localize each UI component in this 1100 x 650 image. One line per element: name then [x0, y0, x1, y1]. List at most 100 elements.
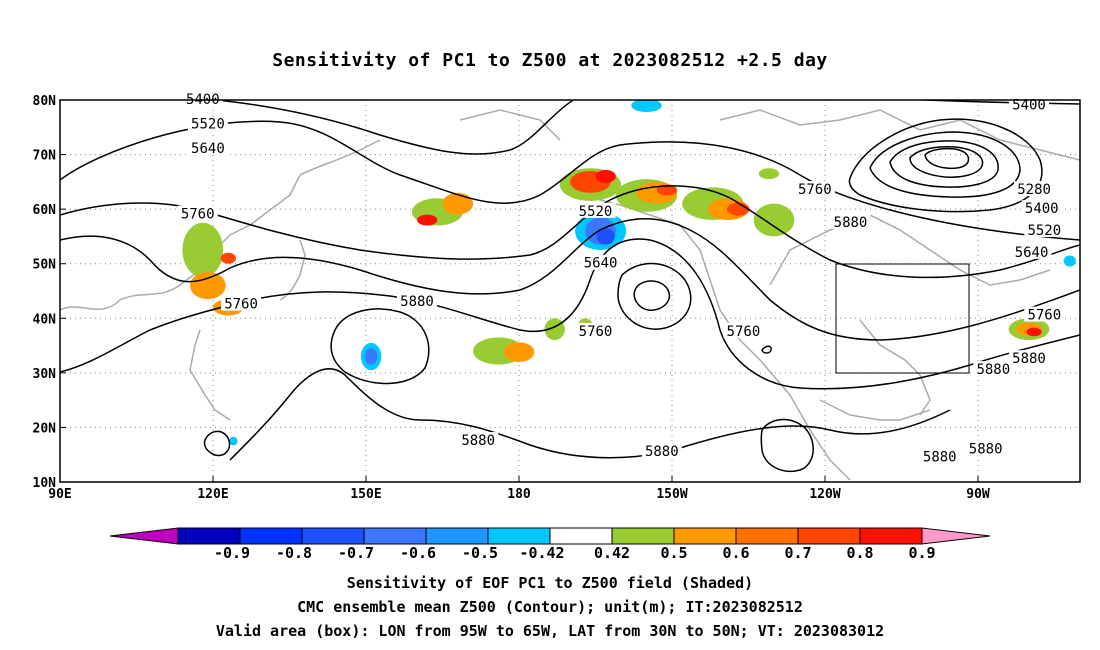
contour-label: 5760 [1027, 308, 1061, 324]
contour-label-bg [965, 440, 1006, 456]
colorbar-label: 0.8 [846, 544, 873, 562]
negative-sensitivity-area [229, 436, 238, 446]
contour-label-bg [1024, 306, 1065, 322]
contour-label: 5520 [1027, 223, 1061, 239]
colorbar-box [487, 527, 551, 545]
contour-label: 5760 [181, 207, 215, 223]
colorbar-label: -0.42 [519, 544, 564, 562]
contour-label-bg [794, 181, 835, 197]
colorbar-box [549, 527, 613, 545]
sensitivity-shading [182, 100, 1076, 446]
positive-sensitivity-area [727, 202, 750, 216]
contour-label-bg [973, 361, 1014, 377]
contour-label-bg [1021, 200, 1062, 216]
contour-label-bg [187, 140, 228, 156]
colorbar-box [859, 527, 923, 545]
contour-label: 5280 [1017, 182, 1051, 198]
x-tick-label: 90W [966, 487, 990, 502]
negative-sensitivity-area [1063, 255, 1076, 267]
contour-label-bg [580, 254, 621, 270]
contour-label: 5640 [584, 256, 618, 272]
colorbar-box [611, 527, 675, 545]
positive-sensitivity-area [753, 203, 795, 237]
colorbar-box [239, 527, 303, 545]
contour-label-bg [575, 202, 616, 218]
y-tick-label: 20N [33, 421, 57, 436]
x-tick-label: 120W [809, 487, 840, 502]
colorbar-box [673, 527, 737, 545]
negative-sensitivity-area [631, 100, 662, 113]
axes: 90E 120E 150E 180 150W 120W 90W 10N 20N 30N 40N 50N… [33, 94, 990, 502]
contour-label-bg [575, 322, 616, 338]
positive-sensitivity-area [220, 252, 236, 264]
negative-sensitivity-area [364, 348, 378, 365]
contour-label-bg [1014, 181, 1055, 197]
contour-label-bg [1011, 243, 1052, 259]
positive-sensitivity-area [442, 192, 474, 215]
colorbar: -0.9 -0.8 -0.7 -0.6 -0.5 -0.42 0.42 0.5 0.6 0.7 0.… [109, 527, 991, 562]
x-tick-label: 120E [197, 487, 228, 502]
positive-sensitivity-area [595, 169, 616, 183]
contour-label: 5880 [976, 362, 1010, 378]
y-tick-label: 50N [33, 258, 57, 273]
contour-label: 5760 [798, 182, 832, 198]
contour-label-bg [187, 115, 228, 131]
colorbar-label: 0.6 [722, 544, 749, 562]
contour-label: 5640 [191, 141, 225, 157]
contour-labels: 5400 5520 5640 5760 5760 5880 5520 5640 5760 5760… [177, 91, 1065, 465]
contour-label-bg [177, 205, 218, 221]
contour-label-bg [1009, 350, 1049, 366]
contour-label-bg [397, 292, 437, 308]
contour-label: 5520 [579, 204, 613, 220]
contour-label: 5880 [461, 433, 495, 449]
positive-sensitivity-area [503, 342, 535, 362]
contour-label: 5400 [1025, 201, 1059, 217]
valid-area-box [835, 263, 970, 374]
contour-label-bg [458, 432, 499, 448]
contour-label: 5880 [400, 294, 434, 310]
contour-label: 5880 [834, 215, 868, 231]
plot-frame [59, 99, 1081, 483]
negative-sensitivity-area [596, 228, 615, 245]
contour-label: 5880 [969, 441, 1003, 457]
colorbar-label: -0.6 [400, 544, 436, 562]
x-tick-label: 180 [507, 487, 531, 502]
colorbar-label: 0.7 [784, 544, 811, 562]
chart-title: Sensitivity of PC1 to Z500 at 2023082512… [272, 50, 828, 71]
y-tick-label: 10N [33, 476, 57, 491]
contour-label-bg [830, 213, 871, 229]
y-tick-label: 40N [33, 312, 57, 327]
colorbar-box [425, 527, 489, 545]
colorbar-label: -0.7 [338, 544, 374, 562]
contour-label: 5760 [727, 324, 761, 340]
x-tick-label: 150E [350, 487, 381, 502]
y-tick-label: 30N [33, 367, 57, 382]
caption-contour: CMC ensemble mean Z500 (Contour); unit(m… [297, 598, 803, 616]
contour-label-bg [182, 91, 223, 106]
contour-label: 5400 [1012, 97, 1046, 113]
x-tick-label: 150W [656, 487, 687, 502]
colorbar-box [301, 527, 365, 545]
contour-label: 5880 [1012, 351, 1046, 367]
contour-label-bg [919, 448, 960, 464]
contour-label-bg [1024, 221, 1065, 237]
colorbar-label: 0.5 [660, 544, 687, 562]
positive-sensitivity-area [758, 168, 780, 180]
y-tick-label: 80N [33, 94, 57, 109]
colorbar-box [177, 527, 241, 545]
positive-sensitivity-area [656, 184, 678, 196]
positive-sensitivity-area [182, 222, 224, 278]
y-tick-label: 70N [33, 149, 57, 164]
colorbar-label: 0.42 [594, 544, 630, 562]
colorbar-label: 0.9 [908, 544, 935, 562]
contour-label-bg [641, 442, 682, 458]
colorbar-label: -0.9 [214, 544, 250, 562]
caption-shading: Sensitivity of EOF PC1 to Z500 field (Sh… [346, 574, 754, 592]
y-tick-label: 60N [33, 203, 57, 218]
colorbar-label: -0.8 [276, 544, 312, 562]
contour-label: 5880 [645, 444, 679, 460]
contour-label: 5760 [224, 297, 258, 313]
caption-valid-area: Valid area (box): LON from 95W to 65W, L… [215, 622, 885, 640]
colorbar-box [735, 527, 799, 545]
